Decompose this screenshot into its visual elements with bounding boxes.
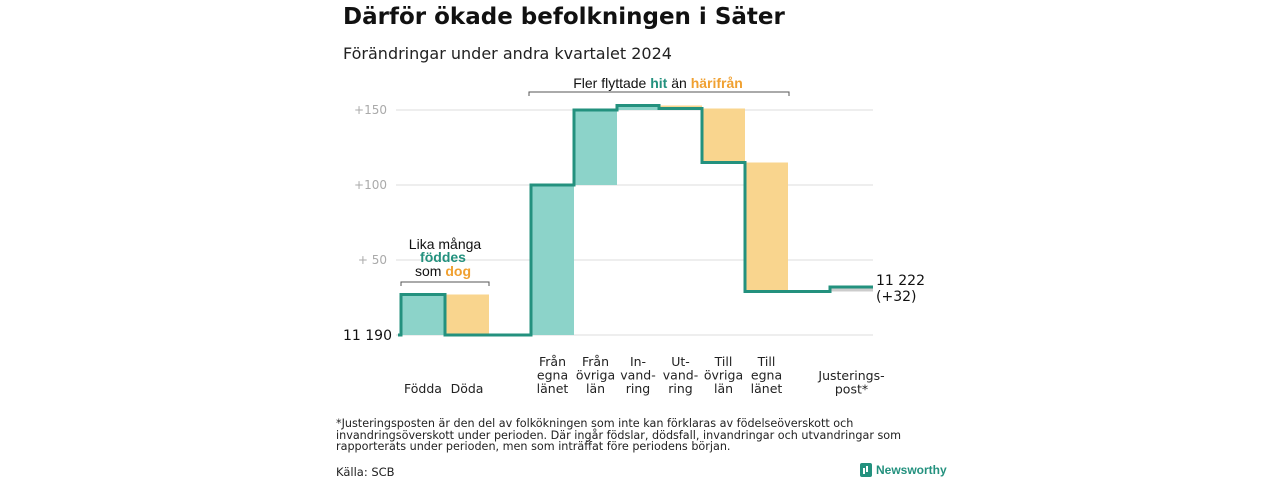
x-tick-label-line: Döda — [451, 381, 484, 396]
bar-7 — [702, 108, 745, 163]
x-tick-label-line: Från — [582, 354, 609, 369]
footnote: *Justeringsposten är den del av folkökni… — [336, 417, 902, 453]
x-tick-label-line: länet — [751, 381, 783, 396]
step-line — [398, 104, 873, 337]
bar-3 — [531, 185, 574, 335]
end-change-label: (+32) — [876, 289, 916, 305]
annotation-some: som — [415, 263, 445, 279]
x-tick-label-line: egna — [537, 368, 568, 383]
bar-4 — [574, 110, 617, 185]
x-tick-label-line: vand- — [620, 368, 655, 383]
x-tick-label-line: egna — [751, 368, 782, 383]
y-tick-label: +100 — [354, 178, 387, 192]
x-tick-label: Döda — [451, 381, 484, 396]
bar-5 — [617, 105, 659, 110]
x-tick-label-line: Justerings- — [817, 368, 884, 383]
x-tick-label-line: län — [586, 381, 605, 396]
migration-middle: än — [667, 75, 690, 91]
x-tick-label: Justerings-post* — [817, 368, 884, 397]
x-tick-label: In-vand-ring — [620, 354, 655, 396]
x-tick-label-line: övriga — [704, 368, 743, 383]
source-label: Källa: SCB — [336, 465, 395, 479]
y-axis-ticks: + 50 +100 +150 — [354, 103, 387, 267]
x-tick-label-line: ring — [668, 381, 692, 396]
x-tick-label: Ut-vand-ring — [663, 354, 698, 396]
annotation-bracket-births — [400, 281, 490, 286]
chart-title: Därför ökade befolkningen i Säter — [343, 4, 785, 30]
migration-prefix: Fler flyttade — [573, 75, 650, 91]
x-tick-label-line: In- — [630, 354, 646, 369]
y-tick-label: + 50 — [358, 253, 387, 267]
start-value-label: 11 190 — [343, 328, 392, 344]
y-tick-label: +150 — [354, 103, 387, 117]
births-deaths-annotation: Lika många föddes som dog — [400, 236, 490, 286]
x-tick-label-line: vand- — [663, 368, 698, 383]
annotation-line-2: föddes — [420, 249, 466, 265]
bars — [401, 105, 873, 335]
annotation-line-3: som dog — [415, 263, 471, 279]
bar-8 — [745, 162, 788, 292]
x-tick-label: Födda — [404, 381, 442, 396]
x-tick-label: Från egna länet — [537, 354, 569, 396]
x-tick-label-line: Från — [539, 354, 566, 369]
newsworthy-logo-icon — [860, 463, 872, 477]
x-tick-label-line: post* — [835, 382, 868, 397]
x-tick-label-line: län — [714, 381, 733, 396]
migration-hit: hit — [650, 75, 667, 91]
x-tick-label-line: Ut- — [671, 354, 690, 369]
end-value-label: 11 222 — [876, 273, 925, 289]
annotation-dog: dog — [445, 263, 471, 279]
x-tick-label-line: Till — [714, 354, 733, 369]
annotation-line-1: Lika många — [409, 236, 482, 252]
brand-name: Newsworthy — [876, 463, 947, 477]
x-tick-label-line: Till — [757, 354, 776, 369]
bar-2 — [445, 294, 489, 335]
x-tick-label: Till övriga län — [704, 354, 743, 396]
bar-9 — [830, 287, 873, 292]
migration-annotation: Fler flyttade hit än härifrån — [528, 75, 790, 96]
x-tick-label-line: ring — [626, 381, 650, 396]
x-tick-label: Till egna länet — [751, 354, 783, 396]
x-tick-label-line: övriga — [576, 368, 615, 383]
migration-harifran: härifrån — [691, 75, 743, 91]
migration-annotation-text: Fler flyttade hit än härifrån — [573, 75, 743, 91]
annotation-bracket-migration — [528, 91, 790, 96]
x-tick-label: Från övriga län — [576, 354, 615, 396]
x-tick-label-line: Födda — [404, 381, 442, 396]
x-tick-label-line: länet — [537, 381, 569, 396]
chart-subtitle: Förändringar under andra kvartalet 2024 — [343, 44, 672, 63]
bar-1 — [401, 294, 445, 335]
brand-logo: Newsworthy — [860, 463, 947, 477]
